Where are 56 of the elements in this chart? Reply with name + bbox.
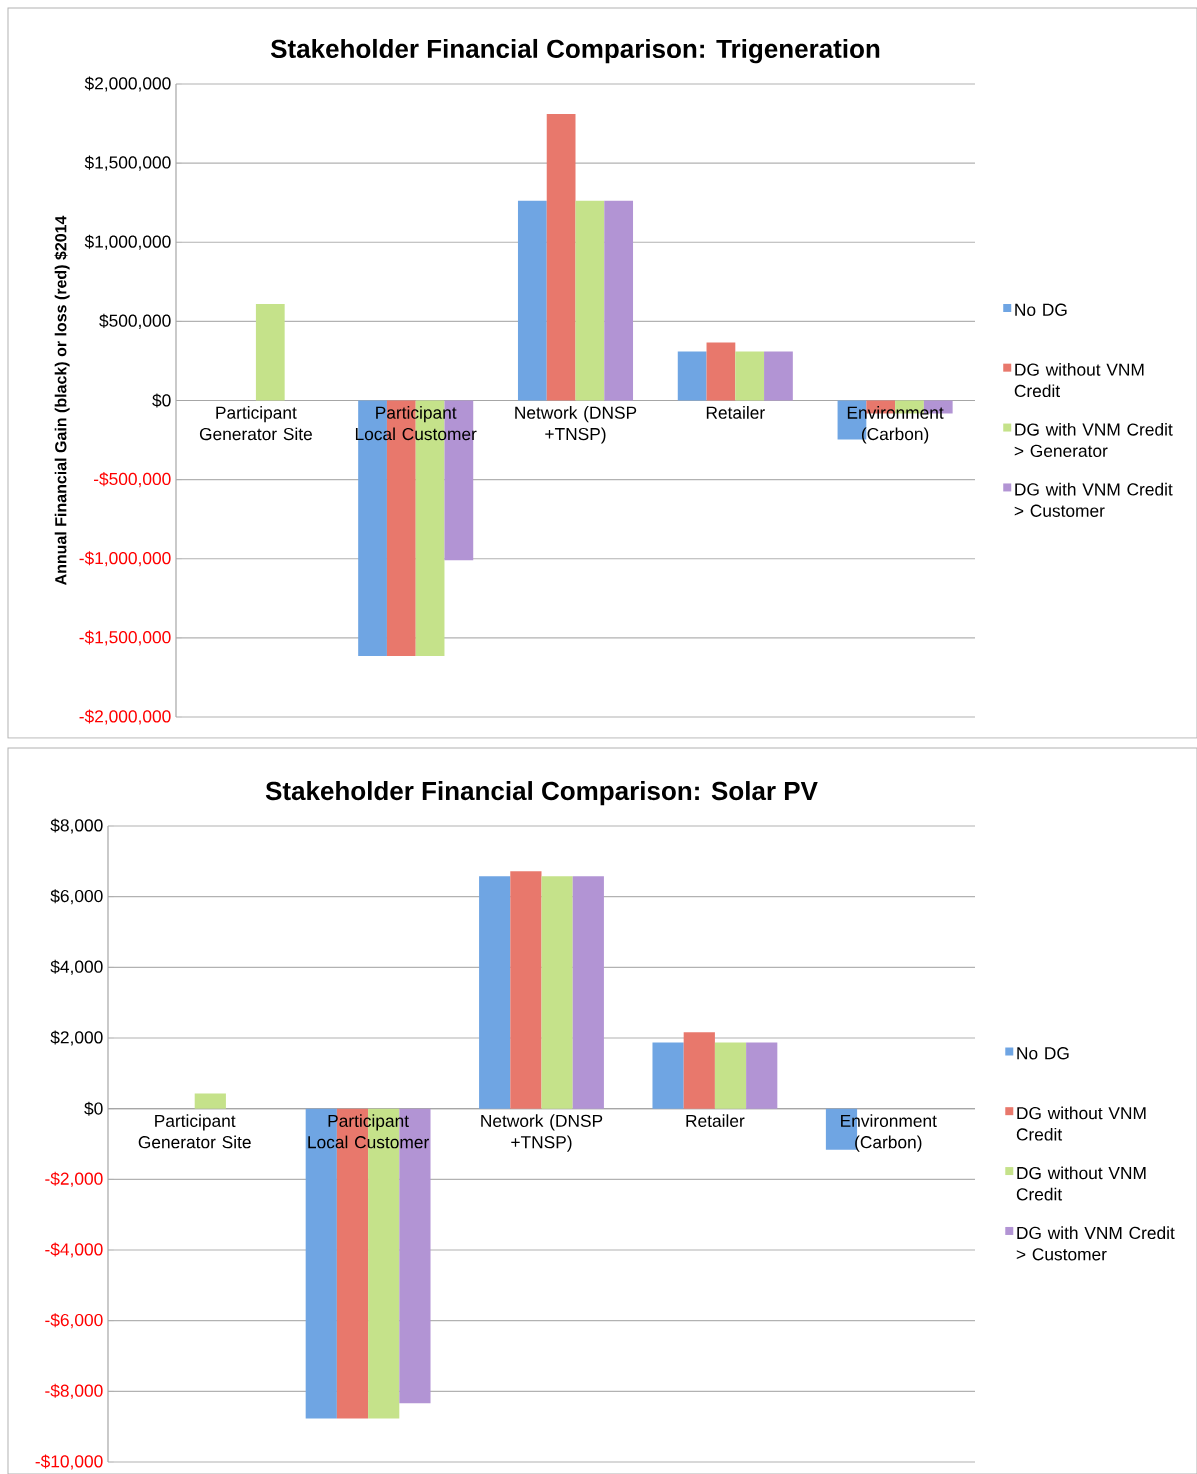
y-tick-label: -$1,500,000 [79,630,171,646]
x-tick-label: Environment (Carbon) [847,406,944,444]
y-tick-label: $0 [84,1101,103,1116]
legend-label: DG without VNM Credit [1016,1166,1146,1201]
bar [714,1042,747,1109]
y-tick-label: -$8,000 [45,1383,103,1399]
bar [194,1093,226,1109]
y-tick-label: $1,000,000 [84,234,171,250]
bar [510,871,542,1109]
x-tick-label: Network (DNSP +TNSP) [481,1114,603,1152]
y-tick-label: -$1,000,000 [79,551,171,567]
bar [764,351,793,401]
x-tick-label: Participant Generator Site [199,406,312,441]
x-tick-label: Network (DNSP +TNSP) [515,406,637,444]
chart-title: Stakeholder Financial Comparison: Solar PV [265,781,818,806]
x-tick-label: Participant Generator Site [138,1114,251,1149]
x-tick-label: Retailer [686,1114,745,1128]
bar [546,114,576,401]
legend-label: DG without VNM Credit [1016,1106,1146,1141]
bar [746,1042,778,1109]
y-tick-label: -$6,000 [45,1313,103,1329]
y-tick-label: -$2,000,000 [79,709,171,725]
bar [572,876,604,1109]
y-tick-label: $2,000,000 [84,76,171,92]
legend-label: DG with VNM Credit > Customer [1016,1226,1175,1261]
chart-title: Stakeholder Financial Comparison: Trigeneration [270,38,880,64]
y-tick-label: $1,500,000 [84,155,171,171]
bar [479,876,511,1109]
bar [706,342,736,401]
legend-label: DG with VNM Credit > Customer [1014,482,1173,517]
x-tick-label: Participant Local Customer [308,1114,429,1149]
bar [255,303,285,401]
bar [517,200,547,401]
y-tick-label: -$4,000 [45,1242,103,1258]
legend-label: DG with VNM Credit > Generator [1014,422,1173,458]
y-tick-label: $0 [152,393,171,408]
y-axis-title: Annual Financial Gain (black) or loss (red) $2014 [54,215,70,586]
y-tick-label: $500,000 [99,313,171,329]
bar [735,351,765,401]
x-tick-label: Retailer [706,406,765,419]
legend-label: No DG [1017,1047,1069,1060]
bar [541,876,573,1109]
legend-label: DG without VNM Credit [1014,363,1144,398]
y-tick-label: -$10,000 [35,1454,103,1470]
bar [683,1032,715,1109]
bar [575,200,605,401]
y-tick-label: -$2,000 [45,1171,103,1187]
bar [677,351,707,401]
y-tick-label: $2,000 [50,1030,103,1046]
y-tick-label: $8,000 [50,818,103,834]
legend-label: No DG [1015,303,1067,316]
y-tick-label: $6,000 [50,889,103,905]
y-tick-label: -$500,000 [93,472,171,488]
bar [652,1042,684,1109]
bar [604,200,634,401]
y-tick-label: $4,000 [50,959,103,975]
